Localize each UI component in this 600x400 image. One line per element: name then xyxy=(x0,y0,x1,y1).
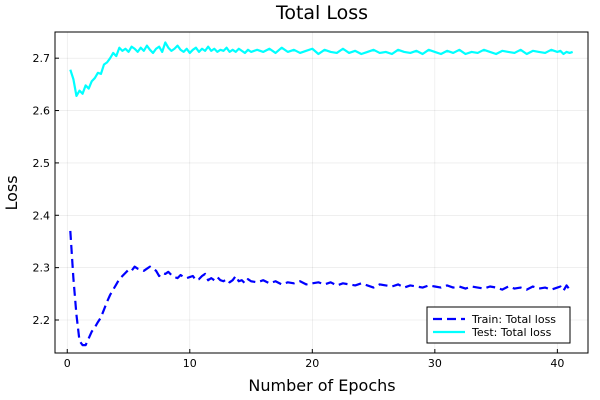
x-tick-label: 20 xyxy=(305,357,319,370)
y-tick-label: 2.3 xyxy=(33,262,51,275)
x-tick-label: 40 xyxy=(550,357,564,370)
legend-label-train: Train: Total loss xyxy=(471,313,556,326)
axis-ticks: 0 10 20 30 40 2.2 2.3 2.4 2.5 2.6 2.7 xyxy=(33,52,565,370)
y-tick-label: 2.6 xyxy=(33,105,51,118)
y-tick-label: 2.4 xyxy=(33,209,51,222)
chart-title: Total Loss xyxy=(275,2,368,24)
series-line-test xyxy=(69,41,574,97)
y-axis-title: Loss xyxy=(2,175,21,210)
y-tick-label: 2.2 xyxy=(33,314,51,327)
legend-label-test: Test: Total loss xyxy=(471,326,552,339)
legend-box xyxy=(426,306,571,344)
y-tick-label: 2.5 xyxy=(33,157,51,170)
x-tick-label: 0 xyxy=(64,357,71,370)
series-layer xyxy=(69,41,574,347)
y-tick-label: 2.7 xyxy=(33,52,51,65)
x-tick-label: 10 xyxy=(183,357,197,370)
x-axis-title: Number of Epochs xyxy=(248,376,395,395)
plot-frame xyxy=(54,31,589,354)
grid-lines xyxy=(55,32,588,353)
legend: Train: Total loss Test: Total loss xyxy=(426,306,571,344)
x-tick-label: 30 xyxy=(428,357,442,370)
